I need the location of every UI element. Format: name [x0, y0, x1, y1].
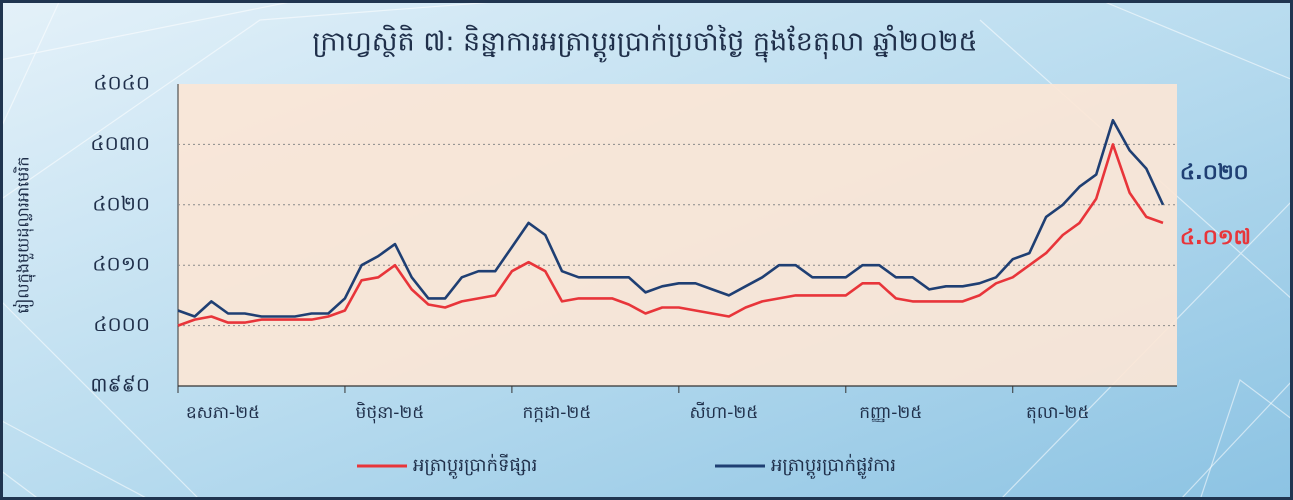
data-label: ៤.០១៧: [1180, 225, 1251, 249]
x-tick-label: កក្កដា-២៥: [522, 403, 591, 423]
x-tick-label: មិថុនា-២៥: [356, 401, 425, 424]
chart-title: ក្រាហ្វស្ថិតិ ៧: និន្នាការអត្រាប្តូរប្រា…: [312, 25, 977, 63]
y-tick-label: ៣៩៩០: [90, 373, 150, 397]
y-tick-label: ៤០៤០: [93, 71, 150, 95]
x-tick-label: កញ្ញា-២៥: [859, 403, 922, 423]
series-line: [177, 118, 1165, 318]
y-tick-label: ៤០៣០: [90, 131, 150, 155]
y-tick-label: ៤០០០: [93, 312, 150, 336]
series-line: [177, 143, 1164, 327]
x-tick-label: តុលា-២៥: [1026, 403, 1089, 424]
data-label: ៤.០២០: [1180, 160, 1248, 184]
plot-area: [178, 84, 1177, 386]
legend-label: អត្រាប្តូរប្រាក់ផ្លូវការ: [771, 453, 896, 479]
legend-label: អត្រាប្តូរប្រាក់ទីផ្សារ: [413, 453, 537, 479]
y-tick-label: ៤០១០: [92, 252, 150, 276]
x-tick-label: ឧសភា-២៥: [186, 403, 260, 423]
y-tick-label: ៤០២០: [92, 191, 150, 215]
x-tick-label: សីហា-២៥: [689, 401, 758, 423]
